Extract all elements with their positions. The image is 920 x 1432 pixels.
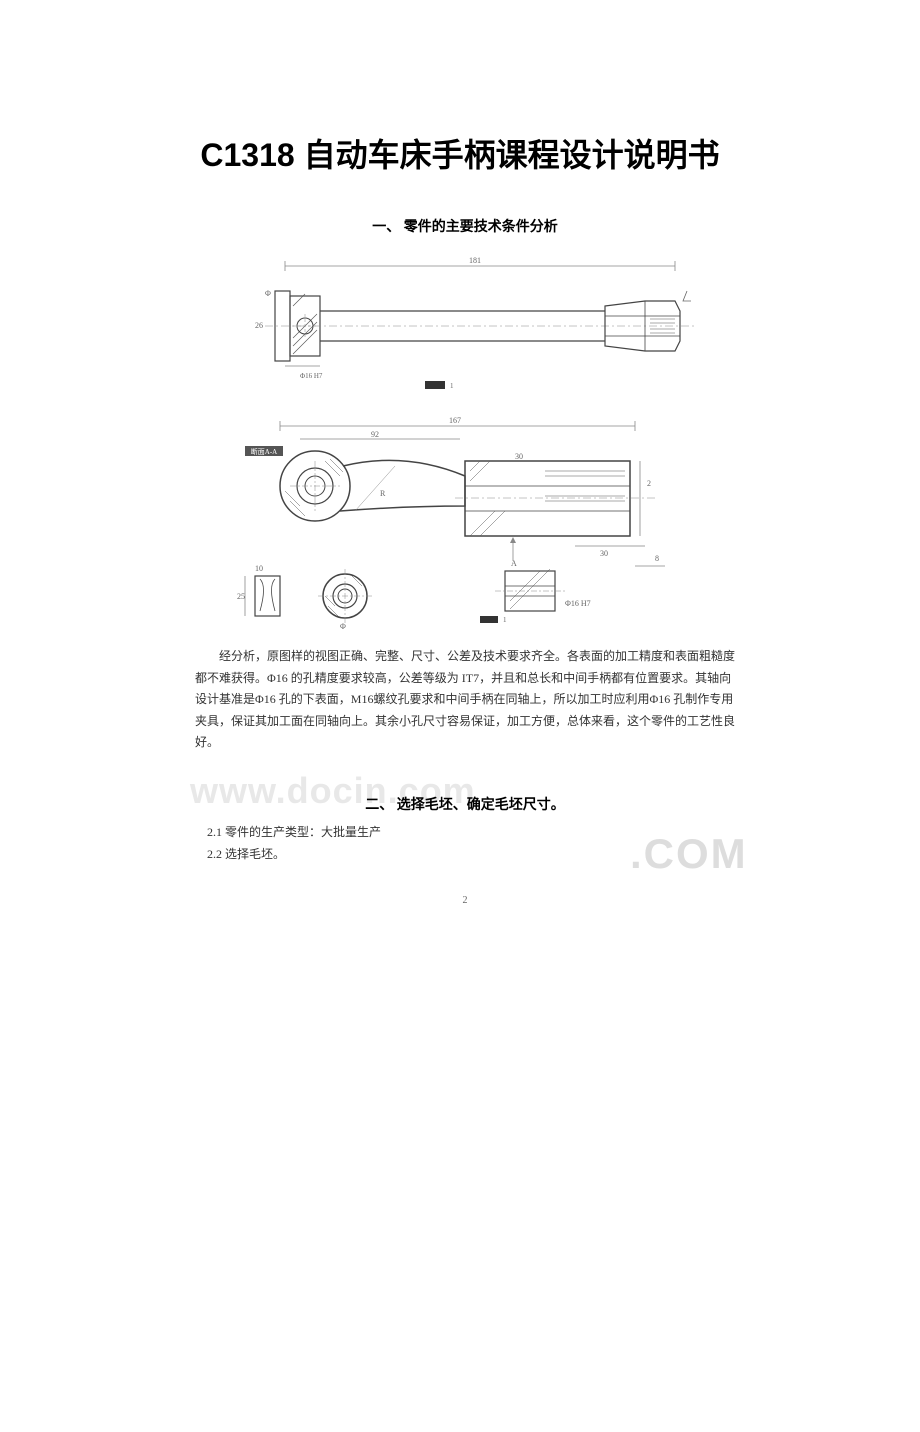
svg-text:92: 92	[371, 430, 379, 439]
svg-text:Φ16 H7: Φ16 H7	[565, 599, 591, 608]
section-2-heading: 二、 选择毛坯、确定毛坯尺寸。	[195, 794, 735, 814]
svg-text:167: 167	[449, 416, 461, 425]
svg-text:2: 2	[647, 479, 651, 488]
content-area: 一、 零件的主要技术条件分析 1 8 1	[195, 216, 735, 906]
section-2-item-1: 2.1 零件的生产类型：大批量生产	[207, 822, 735, 844]
section-1-paragraph: 经分析，原图样的视图正确、完整、尺寸、公差及技术要求齐全。各表面的加工精度和表面…	[195, 646, 735, 754]
section-1-heading: 一、 零件的主要技术条件分析	[195, 216, 735, 236]
document-title: C1318 自动车床手柄课程设计说明书	[0, 130, 920, 176]
section-2-item-2: 2.2 选择毛坯。	[207, 844, 735, 866]
technical-drawing-container: 1 8 1	[225, 246, 705, 631]
technical-drawing-bottom: 167 92 断面A-A	[225, 411, 705, 631]
svg-text:Φ: Φ	[265, 289, 271, 298]
page-number: 2	[195, 895, 735, 906]
svg-text:断面A-A: 断面A-A	[251, 447, 277, 456]
svg-text:30: 30	[515, 452, 523, 461]
svg-text:Φ16 H7: Φ16 H7	[300, 372, 323, 380]
svg-text:Φ: Φ	[340, 622, 346, 631]
svg-text:26: 26	[255, 321, 263, 330]
svg-text:1: 1	[503, 616, 507, 624]
svg-text:181: 181	[469, 256, 481, 265]
svg-text:25: 25	[237, 592, 245, 601]
technical-drawing-top: 181	[225, 246, 705, 396]
svg-text:1: 1	[450, 382, 454, 390]
svg-text:10: 10	[255, 564, 263, 573]
svg-text:30: 30	[600, 549, 608, 558]
svg-text:8: 8	[655, 554, 659, 563]
svg-text:R: R	[380, 489, 386, 498]
svg-text:A: A	[511, 559, 517, 568]
page-content: C1318 自动车床手柄课程设计说明书 一、 零件的主要技术条件分析 1 8 1	[0, 130, 920, 906]
